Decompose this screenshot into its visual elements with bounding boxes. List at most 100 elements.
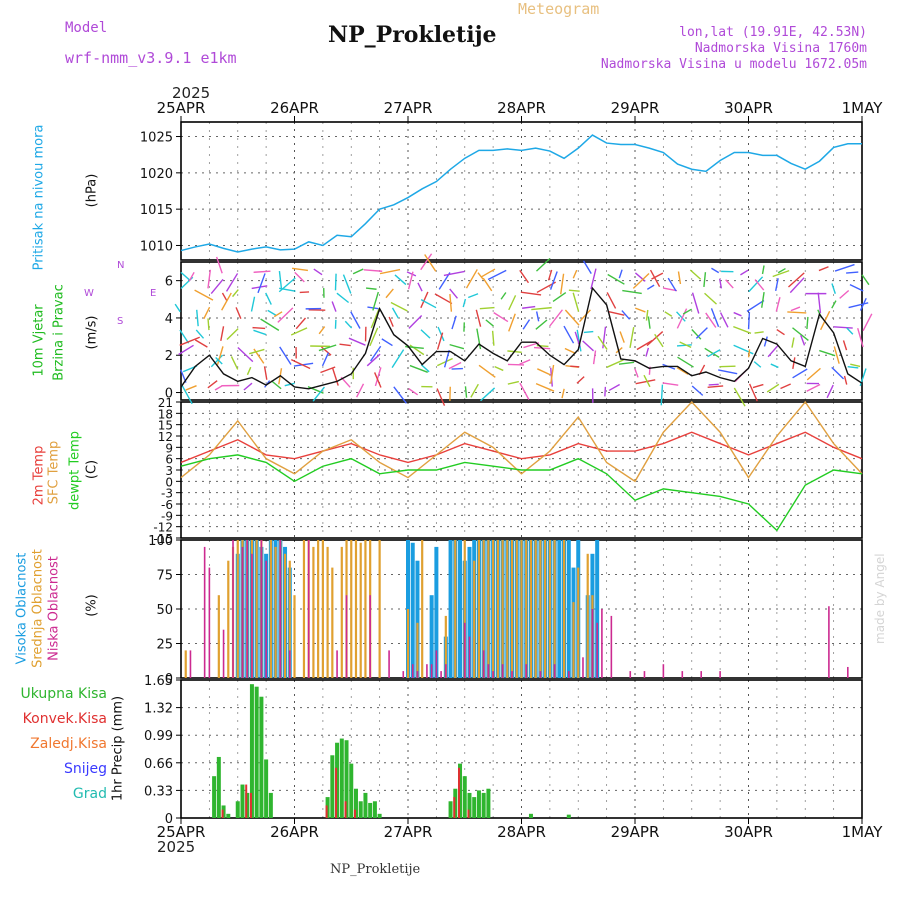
wind-arrow (215, 256, 223, 274)
wind-arrow (409, 364, 428, 373)
wind-arrow (766, 383, 780, 393)
wind-arrow (645, 309, 649, 321)
cloud-bar-1 (326, 546, 329, 678)
y-tick-label: 0 (165, 475, 173, 489)
lonlat-info: lon,lat (19.91E, 42.53N) (679, 25, 867, 40)
wind-arrow (747, 312, 751, 330)
wind-arrow (549, 271, 558, 290)
cloud-bar-0 (458, 540, 463, 678)
date-label-top: 30APR (724, 99, 773, 117)
precip-bar-1 (249, 792, 252, 818)
precip-bar-0 (358, 801, 363, 818)
precip-bar-0 (259, 696, 264, 818)
wind-arrow (243, 382, 253, 391)
wind-arrow (465, 269, 478, 289)
precip-bar-1 (335, 767, 338, 818)
wind-arrow (761, 291, 765, 308)
year-bottom: 2025 (157, 838, 196, 856)
wind-arrow (321, 352, 330, 367)
wind-arrow (564, 309, 580, 326)
y-tick-label: 1.65 (144, 674, 173, 689)
cloud-bar-2 (260, 540, 263, 678)
wind-arrow (677, 356, 694, 368)
wind-arrow (725, 279, 734, 289)
cloud-bar-1 (331, 567, 334, 678)
wind-arrow (235, 307, 242, 319)
wind-arrow (409, 344, 425, 356)
cloud-bar-1 (586, 553, 589, 678)
y-tick-label: 0.66 (144, 757, 173, 772)
wind-arrow (780, 383, 791, 390)
date-label-top: 29APR (611, 99, 660, 117)
wind-arrow (394, 274, 407, 286)
precip-bar-0 (448, 801, 453, 818)
cloud-bar-1 (577, 567, 580, 678)
precip-bar-1 (353, 809, 356, 818)
wind-arrow (831, 283, 836, 294)
cloud-bar-1 (539, 540, 542, 678)
wind-arrow (819, 310, 831, 331)
precip-bar-0 (377, 813, 382, 818)
y-tick-label: 0.33 (144, 784, 173, 799)
wind-arrow (194, 339, 208, 348)
wind-arrow (818, 266, 829, 272)
wind-arrow (477, 272, 484, 280)
wind-arrow (519, 382, 530, 400)
wind-arrow (691, 292, 700, 314)
precip-bar-0 (344, 740, 349, 818)
wind-arrow (348, 337, 366, 346)
y-tick-label: 50 (156, 603, 173, 618)
precip-bar-1 (467, 809, 470, 818)
cloud-bar-2 (369, 595, 371, 678)
wind-arrow (226, 328, 239, 340)
cloud-bar-2 (388, 650, 390, 678)
precip-legend-graupel: Grad (72, 786, 107, 802)
cloud-bar-1 (312, 546, 315, 678)
precip-bar-0 (339, 738, 344, 818)
wind-arrow (806, 316, 809, 330)
wind-arrow (476, 328, 482, 350)
wind-arrow (407, 271, 414, 290)
cloud-bar-1 (269, 540, 272, 678)
wind-arrow (494, 365, 504, 372)
wind-arrow (629, 327, 635, 349)
wind-arrow (207, 269, 212, 289)
wind-arrow (366, 353, 381, 367)
y-tick-label: -3 (161, 487, 173, 501)
wind-arrow (770, 363, 779, 369)
cloud-bar-1 (274, 546, 277, 678)
wind-arrow (370, 308, 380, 329)
wind-arrow (576, 376, 585, 384)
wind-arrow (839, 289, 850, 299)
wind-arrow (478, 364, 496, 378)
wind-arrow (334, 273, 337, 291)
date-label-bottom: 26APR (270, 823, 319, 841)
wind-speed-line (180, 286, 863, 390)
wind-arrow (761, 265, 765, 275)
precip-bar-1 (344, 801, 347, 818)
temp-line-2 (180, 454, 863, 532)
cloud-bar-2 (719, 671, 721, 678)
panel-frame (180, 679, 863, 819)
wind-arrow (355, 383, 365, 398)
wind-arrow (746, 299, 765, 312)
wind-arrow (207, 380, 218, 389)
cloud-bar-1 (236, 540, 239, 678)
cloud-bar-1 (354, 540, 358, 678)
wind-arrow (618, 269, 623, 279)
cloud-bar-1 (283, 553, 287, 678)
wind-arrow (792, 327, 809, 342)
wind-arrow (676, 344, 692, 347)
wind-arrow (607, 310, 625, 316)
wind-arrow (719, 312, 729, 328)
date-label-bottom: 25APR (157, 823, 206, 841)
cloud-bar-2 (208, 567, 211, 678)
wind-arrow (480, 387, 496, 402)
cloud-bar-2 (610, 615, 613, 678)
precip-bar-0 (462, 776, 467, 818)
cloud-bar-1 (544, 540, 547, 678)
wind-arrow (733, 311, 742, 317)
cloud-bar-2 (681, 671, 684, 678)
wind-arrow (834, 263, 855, 272)
wind-arrow (508, 313, 516, 332)
